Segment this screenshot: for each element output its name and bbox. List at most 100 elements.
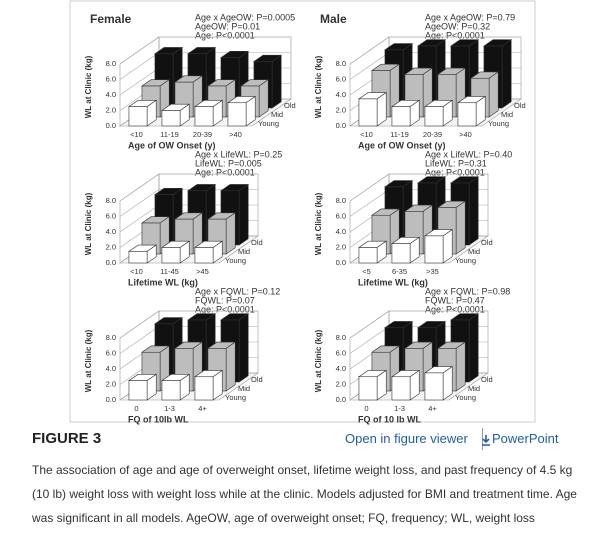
annotation: AgeOW: P=0.01: [195, 21, 260, 31]
y-axis-label: WL at Clinic (kg): [84, 55, 93, 118]
x-axis-label: Lifetime WL (kg): [128, 277, 198, 287]
y-tick-label: 0.0: [336, 121, 346, 130]
bar-side: [271, 54, 282, 109]
x-axis-label: Lifetime WL (kg): [358, 277, 428, 287]
x-axis-label: Age of OW Onset (y): [128, 140, 216, 150]
x-tick-label: 0: [364, 404, 368, 413]
bar: [358, 247, 378, 264]
y-tick-label: 4.0: [106, 90, 116, 99]
y-tick-label: 0.0: [336, 258, 346, 267]
legend-label: Young: [488, 119, 509, 128]
y-tick-label: 2.0: [106, 242, 116, 251]
x-tick-label: 4+: [428, 404, 437, 413]
grid-line: [119, 204, 160, 233]
grid-line: [119, 36, 160, 65]
y-tick-label: 2.0: [336, 379, 346, 388]
legend-label: Mid: [501, 110, 513, 119]
bar: [391, 243, 411, 264]
grid-line: [349, 52, 390, 80]
legend-label: Young: [225, 256, 246, 265]
x-tick-label: 6-35: [392, 267, 407, 276]
x-tick-label: <10: [130, 267, 143, 276]
bar: [457, 102, 477, 127]
powerpoint-link[interactable]: PowerPoint: [492, 431, 559, 446]
chart-title: Male: [320, 12, 347, 26]
y-tick-label: 4.0: [106, 227, 116, 236]
annotation: Age x LifeWL: P=0.25: [195, 149, 282, 159]
x-tick-label: 0: [134, 404, 138, 413]
separator: [482, 428, 483, 450]
grid-line: [349, 36, 390, 65]
bar-side: [225, 341, 236, 392]
annotation: LifeWL: P=0.31: [425, 158, 487, 168]
bar: [128, 106, 148, 127]
bar-side: [455, 200, 466, 255]
grid-line: [349, 310, 390, 339]
bar-side: [501, 39, 512, 109]
legend-label: Old: [284, 101, 296, 110]
bar: [128, 251, 148, 264]
annotation: Age x FQWL: P=0.98: [425, 286, 510, 296]
bar: [227, 102, 247, 127]
legend-label: Mid: [468, 247, 480, 256]
y-tick-label: 2.0: [336, 242, 346, 251]
download-icon[interactable]: [480, 434, 492, 446]
y-tick-label: 0.0: [106, 395, 116, 404]
annotation: Age x FQWL: P=0.12: [195, 286, 280, 296]
grid-line: [119, 67, 160, 96]
y-tick-label: 4.0: [336, 227, 346, 236]
grid-line: [119, 173, 160, 202]
grid-line: [119, 52, 160, 80]
grid-line: [349, 326, 390, 354]
annotation: Age: P<0.0001: [425, 30, 485, 40]
bar-side: [376, 92, 387, 127]
bar-side: [455, 341, 466, 392]
grid-line: [119, 310, 160, 339]
y-tick-label: 0.0: [336, 395, 346, 404]
y-axis-label: WL at Clinic (kg): [314, 55, 323, 118]
y-tick-label: 0.0: [106, 121, 116, 130]
viewer-link[interactable]: Open in figure viewer: [345, 431, 468, 446]
y-tick-label: 6.0: [336, 211, 346, 220]
y-tick-label: 6.0: [336, 348, 346, 357]
y-tick-label: 6.0: [106, 348, 116, 357]
y-tick-label: 8.0: [106, 333, 116, 342]
chart-title: Female: [90, 12, 132, 26]
bar-side: [468, 176, 479, 246]
legend-label: Mid: [238, 384, 250, 393]
x-tick-label: >40: [229, 130, 242, 139]
bar: [424, 106, 444, 127]
figure-header: FIGURE 3 Open in figure viewer PowerPoin…: [32, 428, 577, 450]
legend-label: Old: [251, 238, 263, 247]
bar-side: [468, 313, 479, 383]
legend-label: Mid: [468, 384, 480, 393]
annotation: Age: P<0.0001: [195, 167, 255, 177]
grid-line: [349, 173, 390, 202]
y-tick-label: 2.0: [106, 105, 116, 114]
annotation: LifeWL: P=0.005: [195, 158, 262, 168]
annotation: Age: P<0.0001: [425, 167, 485, 177]
x-axis-label: FQ of 10lb WL: [128, 414, 189, 424]
legend-label: Old: [514, 101, 526, 110]
x-axis-label: Age of OW Onset (y): [358, 140, 446, 150]
y-tick-label: 6.0: [336, 74, 346, 83]
annotation: Age: P<0.0001: [195, 304, 255, 314]
y-tick-label: 0.0: [106, 258, 116, 267]
x-tick-label: 11-19: [160, 130, 179, 139]
bar-side: [225, 212, 236, 255]
y-tick-label: 8.0: [106, 59, 116, 68]
y-axis-label: WL at Clinic (kg): [314, 192, 323, 255]
annotation: Age x LifeWL: P=0.40: [425, 149, 512, 159]
bar: [391, 106, 411, 127]
legend-label: Old: [251, 375, 263, 384]
legend-label: Old: [481, 238, 493, 247]
x-axis-label: FQ of 10 lb WL: [358, 414, 421, 424]
y-tick-label: 8.0: [336, 59, 346, 68]
caption: The association of age and age of overwe…: [32, 463, 577, 525]
bar: [194, 106, 214, 127]
y-axis-label: WL at Clinic (kg): [84, 192, 93, 255]
y-tick-label: 4.0: [336, 90, 346, 99]
bar-side: [238, 183, 249, 246]
x-tick-label: 1-3: [164, 404, 175, 413]
y-tick-label: 8.0: [336, 333, 346, 342]
